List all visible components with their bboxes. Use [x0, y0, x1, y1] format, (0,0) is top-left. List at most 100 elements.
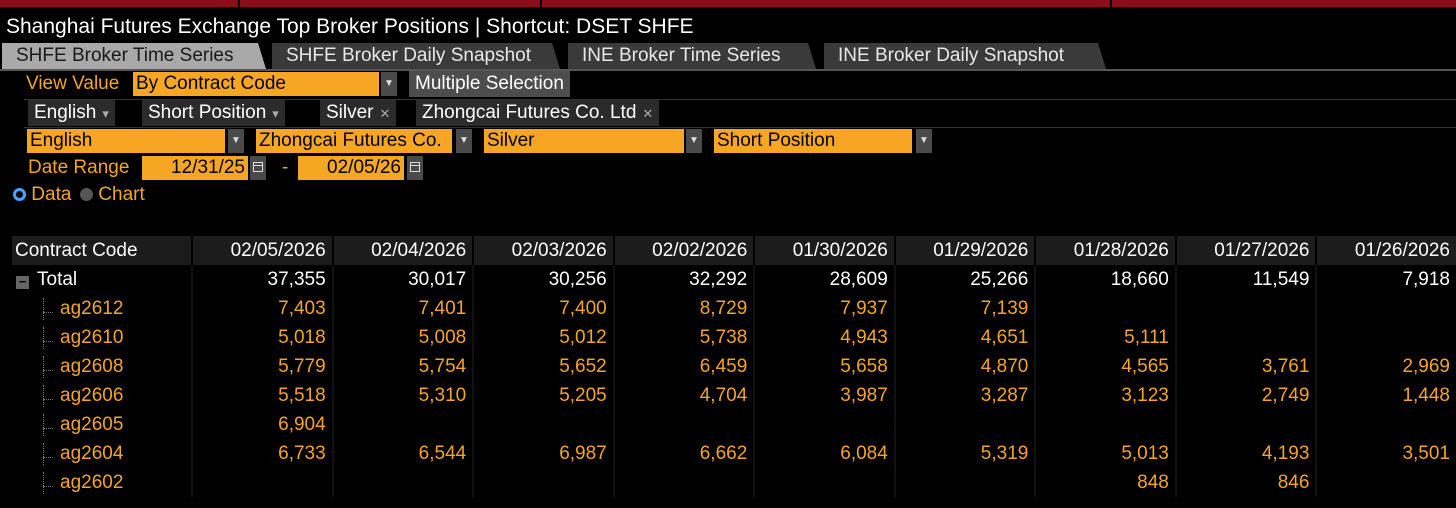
chevron-down-icon[interactable]: ▾ [102, 106, 109, 121]
contract-code-cell[interactable]: ag2608 [12, 352, 192, 381]
commodity-select[interactable]: Silver [484, 129, 684, 153]
position-select[interactable]: Short Position [714, 129, 912, 153]
contract-code-cell[interactable]: ag2602 [12, 468, 192, 497]
date-range-label: Date Range [28, 157, 130, 178]
data-radio[interactable]: Data [13, 185, 71, 205]
table-row[interactable]: ag2612 7,403 7,401 7,400 8,729 7,937 7,139 [12, 294, 1456, 323]
value-cell: 5,652 [472, 352, 614, 381]
table-row[interactable]: ag2606 5,518 5,310 5,205 4,704 3,987 3,287 3,12… [12, 381, 1456, 410]
value-cell: 5,658 [753, 352, 895, 381]
chart-radio-label: Chart [98, 184, 145, 205]
value-cell: 6,544 [331, 439, 474, 468]
value-cell: 5,310 [331, 381, 474, 410]
value-cell: 2,749 [1174, 381, 1317, 410]
column-header-date[interactable]: 02/02/2026 [612, 236, 755, 265]
data-radio-label: Data [31, 184, 72, 205]
divider [24, 99, 1456, 100]
chip-commodity[interactable]: Silver ✕ [320, 100, 397, 126]
chip-label: Zhongcai Futures Co. Ltd [422, 102, 637, 123]
contract-code-cell[interactable]: ag2606 [12, 381, 192, 410]
chip-broker[interactable]: Zhongcai Futures Co. Ltd ✕ [416, 100, 660, 126]
column-header-date[interactable]: 01/26/2026 [1315, 236, 1456, 265]
value-cell: 6,733 [191, 439, 333, 468]
value-cell: 2,969 [1315, 352, 1456, 381]
value-cell [612, 468, 755, 497]
value-cell: 7,139 [893, 294, 1036, 323]
contract-code-cell[interactable]: ag2604 [12, 439, 192, 468]
value-cell: 846 [1174, 468, 1317, 497]
close-icon[interactable]: ✕ [642, 106, 654, 121]
value-cell [1315, 323, 1456, 352]
tab-shfe-broker-daily-snapshot[interactable]: SHFE Broker Daily Snapshot [272, 43, 560, 69]
table-row[interactable]: ag2604 6,733 6,544 6,987 6,662 6,084 5,319 5,01… [12, 439, 1456, 468]
value-cell: 4,565 [1034, 352, 1176, 381]
chip-language[interactable]: English ▾ [28, 100, 115, 126]
chevron-down-icon[interactable]: ▼ [381, 72, 397, 96]
value-cell: 4,943 [753, 323, 895, 352]
value-cell [191, 468, 333, 497]
chip-position[interactable]: Short Position ▾ [142, 100, 285, 126]
column-header-date[interactable]: 02/03/2026 [472, 236, 614, 265]
column-header-date[interactable]: 01/30/2026 [753, 236, 895, 265]
table-row[interactable]: ag2605 6,904 [12, 410, 1456, 439]
top-bar-divider [540, 0, 542, 7]
contract-code-cell[interactable]: ag2610 [12, 323, 192, 352]
table-row[interactable]: ag2610 5,018 5,008 5,012 5,738 4,943 4,651 5,11… [12, 323, 1456, 352]
multiple-selection-button[interactable]: Multiple Selection [409, 71, 570, 97]
value-cell [1174, 410, 1317, 439]
table-row[interactable]: ag2608 5,779 5,754 5,652 6,459 5,658 4,870 4,56… [12, 352, 1456, 381]
value-cell: 3,287 [893, 381, 1036, 410]
end-date-input[interactable]: 02/05/26 [298, 156, 404, 180]
calendar-icon[interactable] [407, 156, 423, 180]
tab-ine-broker-daily-snapshot[interactable]: INE Broker Daily Snapshot [824, 43, 1106, 69]
value-cell: 5,111 [1034, 323, 1176, 352]
contract-code-cell[interactable]: ag2612 [12, 294, 192, 323]
value-cell: 5,319 [893, 439, 1036, 468]
value-cell: 5,013 [1034, 439, 1176, 468]
chevron-down-icon[interactable]: ▾ [272, 106, 279, 121]
value-cell [753, 468, 895, 497]
close-icon[interactable]: ✕ [379, 106, 391, 121]
column-header-date[interactable]: 02/05/2026 [191, 236, 333, 265]
column-header-date[interactable]: 01/29/2026 [893, 236, 1036, 265]
contract-code: ag2606 [12, 384, 185, 407]
view-value-select[interactable]: By Contract Code [133, 72, 379, 96]
contract-code: ag2605 [12, 413, 185, 436]
contract-code: ag2612 [12, 297, 185, 320]
value-cell: 5,205 [472, 381, 614, 410]
collapse-icon[interactable]: − [16, 275, 29, 289]
value-cell: 5,738 [612, 323, 755, 352]
value-cell: 4,651 [893, 323, 1036, 352]
radio-unselected-icon [80, 188, 93, 201]
column-header-date[interactable]: 01/27/2026 [1174, 236, 1317, 265]
value-cell [1315, 468, 1456, 497]
chip-label: Short Position [148, 102, 267, 123]
positions-table: Contract Code 02/05/2026 02/04/2026 02/0… [12, 236, 1456, 497]
value-cell [1034, 294, 1176, 323]
start-date-input[interactable]: 12/31/25 [142, 156, 248, 180]
column-header-contract-code[interactable]: Contract Code [12, 236, 193, 265]
table-row-total[interactable]: − Total 37,355 30,017 30,256 32,292 28,609 25,2… [12, 265, 1456, 294]
tab-shfe-broker-time-series[interactable]: SHFE Broker Time Series [2, 43, 266, 69]
chevron-down-icon[interactable]: ▼ [686, 129, 702, 153]
calendar-icon[interactable] [250, 156, 266, 180]
language-select[interactable]: English [27, 129, 225, 153]
value-cell [472, 468, 614, 497]
chevron-down-icon[interactable]: ▼ [456, 129, 472, 153]
table-row[interactable]: ag2602 848 846 [12, 468, 1456, 497]
value-cell [1174, 294, 1317, 323]
value-cell [1034, 410, 1176, 439]
contract-code: ag2602 [12, 471, 185, 494]
broker-select[interactable]: Zhongcai Futures Co. [256, 129, 452, 153]
chevron-down-icon[interactable]: ▼ [228, 129, 244, 153]
column-header-date[interactable]: 01/28/2026 [1034, 236, 1176, 265]
value-cell [331, 468, 474, 497]
chart-radio[interactable]: Chart [80, 185, 145, 205]
contract-code-cell[interactable]: ag2605 [12, 410, 192, 439]
contract-code: ag2610 [12, 326, 185, 349]
column-header-date[interactable]: 02/04/2026 [331, 236, 474, 265]
chevron-down-icon[interactable]: ▼ [916, 129, 932, 153]
total-cell[interactable]: − Total [12, 265, 192, 294]
value-cell: 4,704 [612, 381, 755, 410]
tab-ine-broker-time-series[interactable]: INE Broker Time Series [568, 43, 816, 69]
